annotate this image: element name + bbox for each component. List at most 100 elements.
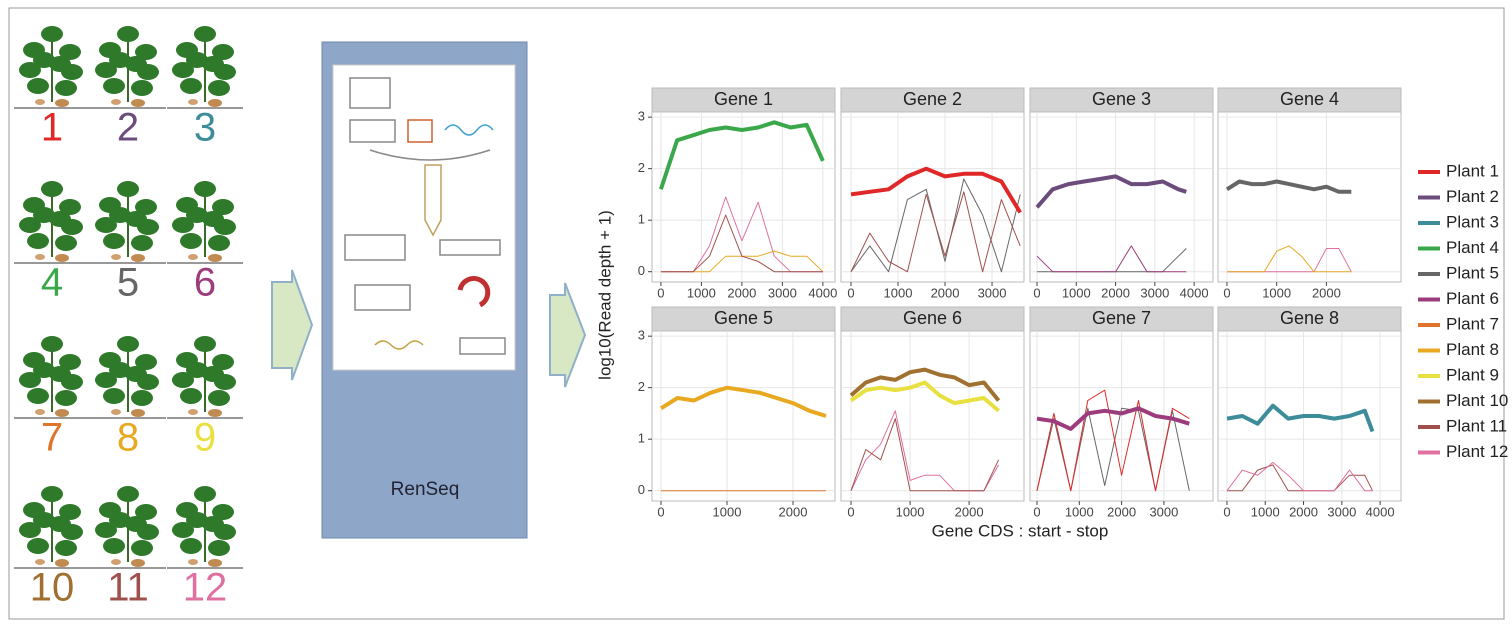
plant-number: 7 (41, 416, 63, 460)
leaf (125, 366, 147, 382)
leaf (27, 538, 49, 554)
leaf (172, 372, 194, 388)
leaf (95, 522, 117, 538)
leaf (208, 235, 230, 251)
leaf (131, 390, 153, 406)
leaf (59, 44, 81, 60)
leaf (27, 78, 49, 94)
leaf (172, 62, 194, 78)
leaf (103, 388, 125, 404)
tuber (35, 99, 45, 105)
series-line (1035, 174, 1187, 209)
x-tick-label: 1000 (713, 504, 742, 519)
tuber (55, 254, 69, 262)
leaf (49, 211, 71, 227)
leaf (212, 504, 234, 520)
leaf (95, 372, 117, 388)
plot-area (840, 111, 1025, 283)
tuber (55, 409, 69, 417)
plot-area (651, 330, 836, 502)
leaf (172, 217, 194, 233)
plant: 2 (90, 26, 166, 150)
leaf (117, 486, 139, 502)
leaf (194, 486, 216, 502)
strip (1217, 306, 1402, 332)
tuber (188, 254, 198, 260)
plant: 12 (167, 486, 243, 610)
strip (1217, 87, 1402, 113)
leaf (212, 199, 234, 215)
x-tick-label: 3000 (768, 285, 797, 300)
leaf (103, 78, 125, 94)
x-tick-label: 2000 (931, 285, 960, 300)
legend-label: Plant 11 (1446, 416, 1507, 435)
tuber (188, 409, 198, 415)
x-tick-label: 2000 (1101, 285, 1130, 300)
leaf (117, 336, 139, 352)
tuber (111, 254, 121, 260)
y-tick-label: 1 (638, 212, 645, 227)
tuber (35, 409, 45, 415)
leaf (49, 366, 71, 382)
tuber (111, 99, 121, 105)
plant: 9 (167, 336, 243, 460)
series-line (1226, 461, 1373, 492)
series-line (1227, 245, 1352, 273)
x-tick-label: 1000 (1262, 285, 1291, 300)
panel-title: Gene 1 (714, 89, 773, 109)
leaf (135, 199, 157, 215)
plant: 7 (14, 336, 90, 460)
legend: Plant 1 Plant 2 Plant 3 Plant 4 Plant 5 Plant… (1418, 161, 1508, 461)
series-line (1226, 403, 1375, 433)
panel: Gene 4 0 1000 2000 (1217, 87, 1402, 300)
leaf (135, 44, 157, 60)
legend-label: Plant 2 (1446, 187, 1499, 206)
tuber (55, 99, 69, 107)
panel: Gene 7 0 1000 2000 3000 (1029, 306, 1214, 519)
series-line (850, 166, 1022, 214)
plant: 6 (167, 181, 243, 305)
leaf (131, 540, 153, 556)
x-tick-label: 2000 (955, 504, 984, 519)
plant: 5 (90, 181, 166, 305)
x-tick-label: 0 (1033, 504, 1040, 519)
plant-number: 11 (107, 566, 149, 610)
y-tick-label: 0 (638, 263, 645, 278)
tuber (35, 559, 45, 565)
strip (840, 306, 1025, 332)
panel-title: Gene 2 (903, 89, 962, 109)
leaf (194, 181, 216, 197)
leaf (103, 233, 125, 249)
tuber (208, 409, 222, 417)
x-tick-label: 0 (1223, 285, 1230, 300)
leaf (19, 372, 41, 388)
panel-title: Gene 6 (903, 308, 962, 328)
tuber (131, 99, 145, 107)
x-tick-label: 3000 (1149, 504, 1178, 519)
leaf (125, 56, 147, 72)
panel-title: Gene 3 (1092, 89, 1151, 109)
leaf (117, 26, 139, 42)
leaf (59, 504, 81, 520)
arrow (271, 269, 314, 381)
leaf (19, 62, 41, 78)
x-tick-label: 0 (1223, 504, 1230, 519)
strip (1029, 87, 1214, 113)
leaf (41, 336, 63, 352)
tuber (208, 99, 222, 107)
tuber (111, 409, 121, 415)
plant-number: 4 (41, 261, 63, 305)
series-line (1225, 179, 1352, 194)
leaf (202, 516, 224, 532)
leaf (125, 516, 147, 532)
x-tick-label: 4000 (1366, 504, 1395, 519)
leaf (208, 80, 230, 96)
leaf (55, 80, 77, 96)
leaf (41, 181, 63, 197)
tuber (35, 254, 45, 260)
panel-title: Gene 5 (714, 308, 773, 328)
tuber (208, 254, 222, 262)
x-tick-label: 3000 (1327, 504, 1356, 519)
x-tick-label: 3000 (978, 285, 1007, 300)
series-line (1036, 245, 1187, 273)
